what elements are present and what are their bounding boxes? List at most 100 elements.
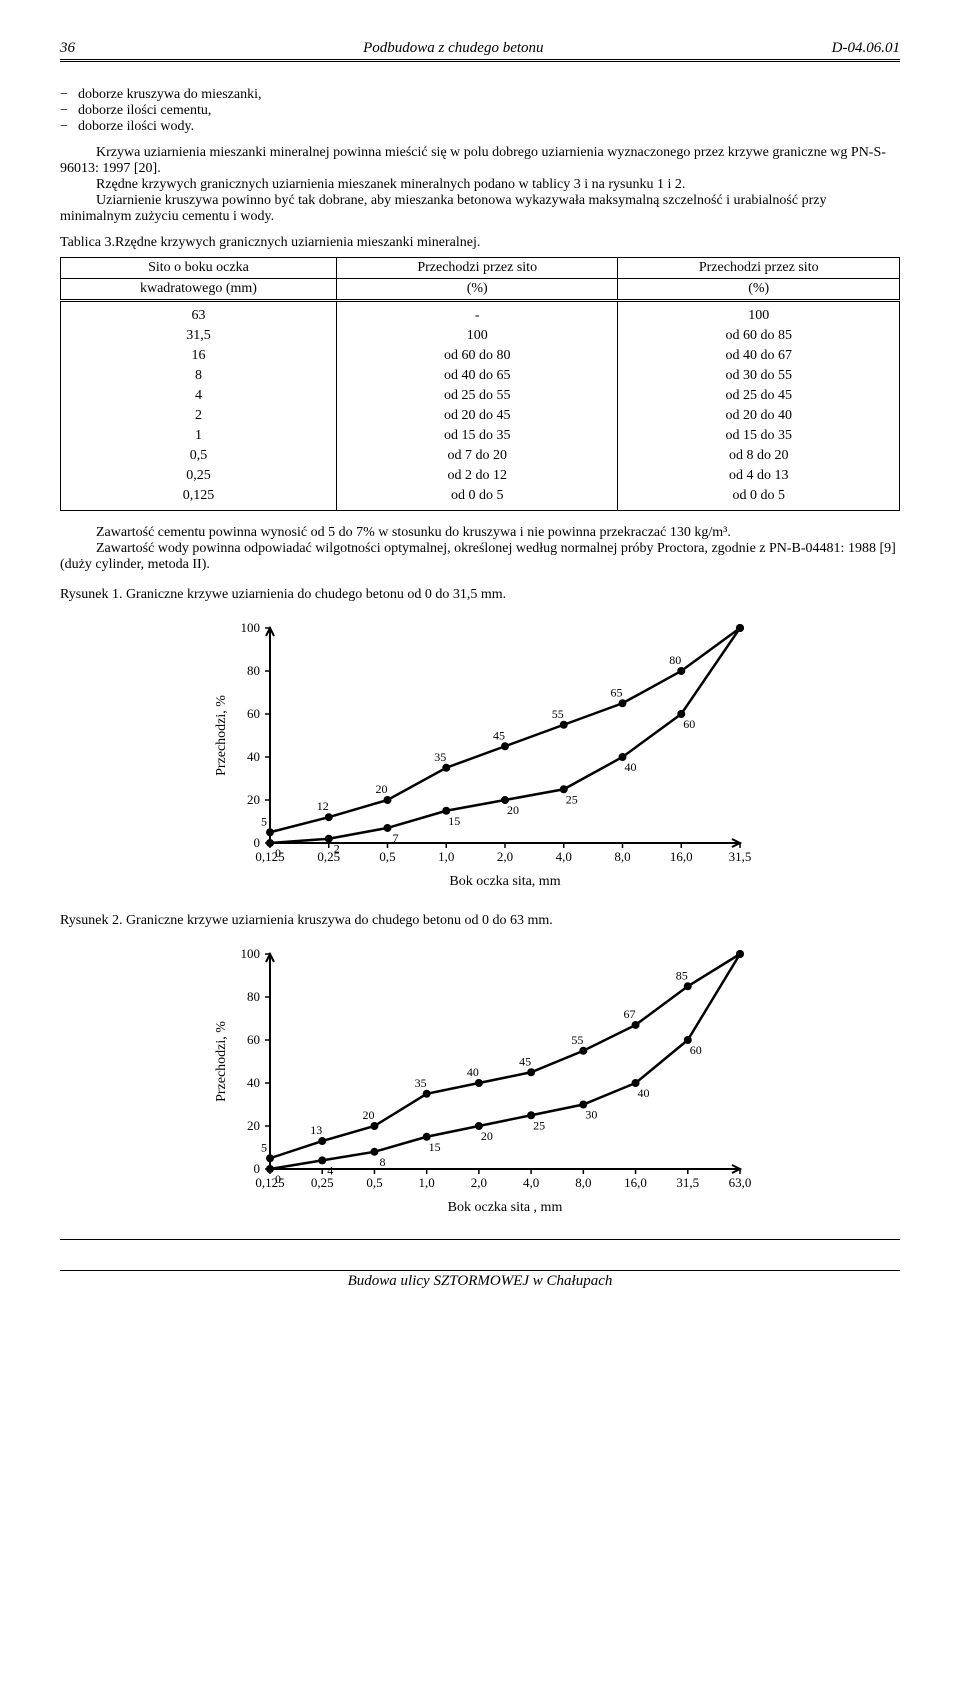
svg-text:35: 35 (415, 1076, 427, 1090)
table-cell: od 4 do 13 (618, 466, 900, 486)
svg-text:40: 40 (247, 749, 260, 764)
svg-text:67: 67 (624, 1007, 636, 1021)
svg-text:15: 15 (429, 1140, 441, 1154)
svg-text:80: 80 (669, 653, 681, 667)
svg-text:5: 5 (261, 1140, 267, 1154)
svg-text:2,0: 2,0 (471, 1175, 487, 1190)
svg-text:15: 15 (448, 814, 460, 828)
svg-text:0: 0 (254, 1161, 261, 1176)
table-row: 16od 60 do 80od 40 do 67 (61, 346, 900, 366)
svg-text:60: 60 (247, 1032, 260, 1047)
svg-text:80: 80 (247, 989, 260, 1004)
figure-1-caption: Rysunek 1. Graniczne krzywe uziarnienia … (60, 587, 900, 603)
svg-text:12: 12 (317, 799, 329, 813)
table-cell: od 20 do 40 (618, 406, 900, 426)
svg-text:Bok oczka sita , mm: Bok oczka sita , mm (448, 1200, 563, 1215)
svg-text:0: 0 (254, 835, 261, 850)
table-cell: od 0 do 5 (618, 486, 900, 511)
table-cell: od 25 do 45 (618, 386, 900, 406)
svg-text:1,0: 1,0 (438, 849, 454, 864)
page-code: D-04.06.01 (832, 40, 900, 57)
grain-curve-chart-2: 0204060801000,1250,250,51,02,04,08,016,0… (200, 939, 760, 1219)
table-row: 2od 20 do 45od 20 do 40 (61, 406, 900, 426)
table-cell: 2 (61, 406, 337, 426)
svg-text:31,5: 31,5 (676, 1175, 699, 1190)
svg-text:4,0: 4,0 (556, 849, 572, 864)
svg-text:0,5: 0,5 (379, 849, 395, 864)
list-item: doborze kruszywa do mieszanki, (60, 87, 900, 103)
table-cell: 1 (61, 426, 337, 446)
svg-text:45: 45 (519, 1054, 531, 1068)
svg-text:63,0: 63,0 (729, 1175, 752, 1190)
svg-text:100: 100 (241, 620, 261, 635)
svg-text:8: 8 (379, 1155, 385, 1169)
table-cell: 100 (618, 301, 900, 327)
table-cell: 0,125 (61, 486, 337, 511)
page-number: 36 (60, 40, 75, 57)
table-cell: od 60 do 80 (336, 346, 618, 366)
svg-text:4: 4 (327, 1163, 333, 1177)
svg-text:8,0: 8,0 (614, 849, 630, 864)
svg-text:1,0: 1,0 (419, 1175, 435, 1190)
table-cell: od 2 do 12 (336, 466, 618, 486)
svg-text:45: 45 (493, 728, 505, 742)
table-title: Tablica 3.Rzędne krzywych granicznych uz… (60, 235, 900, 251)
table-cell: od 0 do 5 (336, 486, 618, 511)
svg-text:25: 25 (566, 792, 578, 806)
table-header: (%) (618, 279, 900, 301)
table-row: 8od 40 do 65od 30 do 55 (61, 366, 900, 386)
svg-text:16,0: 16,0 (670, 849, 693, 864)
svg-text:0,5: 0,5 (366, 1175, 382, 1190)
svg-text:2,0: 2,0 (497, 849, 513, 864)
header-rule (60, 61, 900, 62)
table-cell: od 40 do 67 (618, 346, 900, 366)
table-row: 63-100 (61, 301, 900, 327)
grain-curve-chart-1: 0204060801000,1250,250,51,02,04,08,016,0… (200, 613, 760, 893)
table-cell: 4 (61, 386, 337, 406)
table-cell: - (336, 301, 618, 327)
paragraph: Uziarnienie kruszywa powinno być tak dob… (60, 193, 900, 225)
table-row: 0,5od 7 do 20od 8 do 20 (61, 446, 900, 466)
figure-2-caption: Rysunek 2. Graniczne krzywe uziarnienia … (60, 913, 900, 929)
table-cell: 31,5 (61, 326, 337, 346)
svg-text:4,0: 4,0 (523, 1175, 539, 1190)
paragraph: Rzędne krzywych granicznych uziarnienia … (60, 177, 900, 193)
grain-size-table: Sito o boku oczka Przechodzi przez sito … (60, 257, 900, 511)
svg-text:40: 40 (638, 1086, 650, 1100)
svg-text:20: 20 (247, 1118, 260, 1133)
paragraph-block-1: Krzywa uziarnienia mieszanki mineralnej … (60, 145, 900, 225)
svg-text:55: 55 (552, 707, 564, 721)
svg-text:60: 60 (683, 717, 695, 731)
table-cell: od 7 do 20 (336, 446, 618, 466)
table-cell: od 20 do 45 (336, 406, 618, 426)
svg-text:60: 60 (247, 706, 260, 721)
svg-text:20: 20 (507, 803, 519, 817)
svg-text:20: 20 (376, 782, 388, 796)
svg-text:40: 40 (247, 1075, 260, 1090)
svg-text:25: 25 (533, 1118, 545, 1132)
page-footer: Budowa ulicy SZTORMOWEJ w Chałupach (60, 1270, 900, 1290)
table-header: kwadratowego (mm) (61, 279, 337, 301)
table-cell: 0,5 (61, 446, 337, 466)
table-row: 0,25od 2 do 12od 4 do 13 (61, 466, 900, 486)
svg-text:8,0: 8,0 (575, 1175, 591, 1190)
table-cell: od 25 do 55 (336, 386, 618, 406)
table-row: 4od 25 do 55od 25 do 45 (61, 386, 900, 406)
svg-text:30: 30 (585, 1108, 597, 1122)
table-cell: od 30 do 55 (618, 366, 900, 386)
table-cell: od 15 do 35 (618, 426, 900, 446)
table-row: 0,125od 0 do 5od 0 do 5 (61, 486, 900, 511)
svg-text:5: 5 (261, 814, 267, 828)
svg-text:20: 20 (481, 1129, 493, 1143)
paragraph: Zawartość wody powinna odpowiadać wilgot… (60, 541, 900, 573)
svg-text:80: 80 (247, 663, 260, 678)
svg-text:Przechodzi, %: Przechodzi, % (214, 1021, 229, 1102)
table-cell: 100 (336, 326, 618, 346)
table-cell: 0,25 (61, 466, 337, 486)
paragraph-block-2: Zawartość cementu powinna wynosić od 5 d… (60, 525, 900, 573)
svg-text:55: 55 (571, 1033, 583, 1047)
page-header: 36 Podbudowa z chudego betonu D-04.06.01 (60, 40, 900, 60)
svg-text:Bok oczka sita, mm: Bok oczka sita, mm (449, 874, 560, 889)
table-cell: 16 (61, 346, 337, 366)
svg-text:16,0: 16,0 (624, 1175, 647, 1190)
